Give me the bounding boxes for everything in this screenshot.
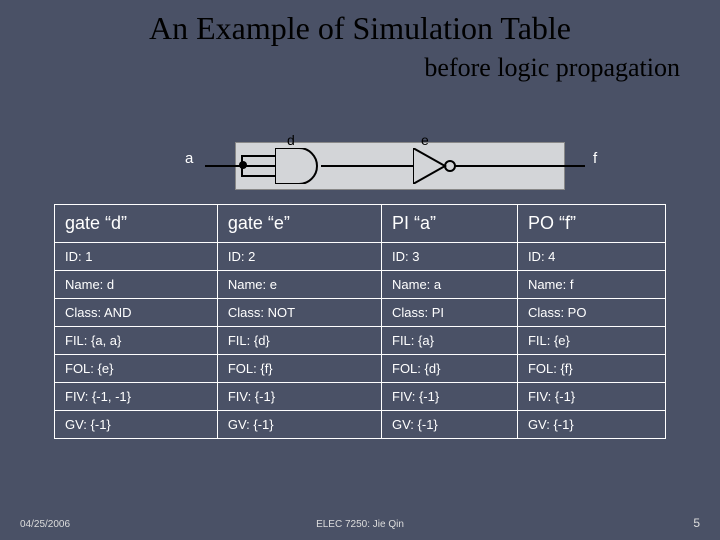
- wire-f: [455, 165, 585, 167]
- footer-page: 5: [693, 516, 700, 530]
- and-gate: [275, 148, 323, 184]
- col-header: gate “e”: [217, 205, 381, 243]
- table-header-row: gate “d” gate “e” PI “a” PO “f”: [55, 205, 666, 243]
- cell: GV: {-1}: [517, 411, 665, 439]
- cell: FIL: {d}: [217, 327, 381, 355]
- footer-course: ELEC 7250: Jie Qin: [0, 519, 720, 530]
- cell: FIL: {a}: [382, 327, 518, 355]
- cell: FIV: {-1}: [217, 383, 381, 411]
- wire-a-top: [241, 155, 275, 157]
- wire-a-bot: [241, 175, 275, 177]
- simulation-table: gate “d” gate “e” PI “a” PO “f” ID: 1 ID…: [54, 204, 666, 439]
- cell: Class: NOT: [217, 299, 381, 327]
- not-gate: [413, 148, 457, 184]
- col-header: PO “f”: [517, 205, 665, 243]
- table-row: FIL: {a, a} FIL: {d} FIL: {a} FIL: {e}: [55, 327, 666, 355]
- cell: GV: {-1}: [55, 411, 218, 439]
- cell: Class: AND: [55, 299, 218, 327]
- cell: FIV: {-1}: [382, 383, 518, 411]
- circuit-diagram: a d e f: [195, 138, 575, 194]
- table-row: Class: AND Class: NOT Class: PI Class: P…: [55, 299, 666, 327]
- col-header: gate “d”: [55, 205, 218, 243]
- input-label-a: a: [185, 150, 193, 167]
- cell: FIV: {-1, -1}: [55, 383, 218, 411]
- cell: ID: 3: [382, 243, 518, 271]
- cell: FIL: {e}: [517, 327, 665, 355]
- table-body: ID: 1 ID: 2 ID: 3 ID: 4 Name: d Name: e …: [55, 243, 666, 439]
- wire-a-split: [241, 155, 243, 177]
- cell: Name: d: [55, 271, 218, 299]
- cell: ID: 1: [55, 243, 218, 271]
- table-row: Name: d Name: e Name: a Name: f: [55, 271, 666, 299]
- not-gate-label: e: [421, 132, 429, 148]
- cell: FOL: {d}: [382, 355, 518, 383]
- cell: FOL: {f}: [217, 355, 381, 383]
- wire-d: [321, 165, 413, 167]
- cell: FIV: {-1}: [517, 383, 665, 411]
- cell: ID: 2: [217, 243, 381, 271]
- cell: Class: PO: [517, 299, 665, 327]
- table-row: GV: {-1} GV: {-1} GV: {-1} GV: {-1}: [55, 411, 666, 439]
- cell: ID: 4: [517, 243, 665, 271]
- cell: Name: e: [217, 271, 381, 299]
- cell: FIL: {a, a}: [55, 327, 218, 355]
- slide-subtitle: before logic propagation: [0, 47, 720, 83]
- slide-title: An Example of Simulation Table: [0, 0, 720, 47]
- cell: Class: PI: [382, 299, 518, 327]
- cell: FOL: {e}: [55, 355, 218, 383]
- cell: Name: a: [382, 271, 518, 299]
- cell: GV: {-1}: [217, 411, 381, 439]
- and-gate-label: d: [287, 132, 295, 148]
- table-row: ID: 1 ID: 2 ID: 3 ID: 4: [55, 243, 666, 271]
- col-header: PI “a”: [382, 205, 518, 243]
- output-label-f: f: [593, 150, 597, 167]
- cell: FOL: {f}: [517, 355, 665, 383]
- table-row: FIV: {-1, -1} FIV: {-1} FIV: {-1} FIV: {…: [55, 383, 666, 411]
- cell: GV: {-1}: [382, 411, 518, 439]
- cell: Name: f: [517, 271, 665, 299]
- slide: An Example of Simulation Table before lo…: [0, 0, 720, 540]
- table-row: FOL: {e} FOL: {f} FOL: {d} FOL: {f}: [55, 355, 666, 383]
